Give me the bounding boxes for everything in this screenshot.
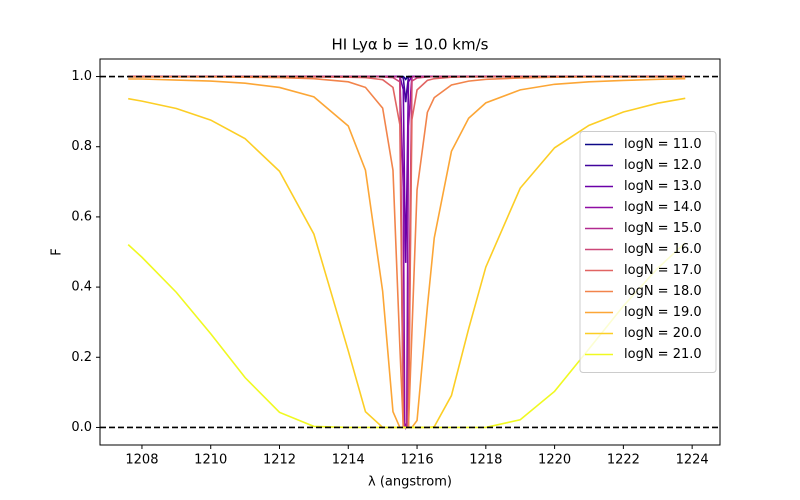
y-tick-label: 0.6 (71, 209, 92, 224)
x-tick-label: 1214 (332, 453, 365, 468)
legend-label: logN = 17.0 (624, 263, 702, 278)
x-tick-label: 1210 (194, 453, 227, 468)
y-tick-label: 0.2 (71, 350, 92, 365)
legend-label: logN = 15.0 (624, 221, 702, 236)
x-tick-label: 1216 (401, 453, 434, 468)
y-tick-label: 1.0 (71, 69, 92, 84)
legend-label: logN = 13.0 (624, 179, 702, 194)
y-axis-label: F (50, 248, 65, 255)
y-tick-label: 0.0 (71, 420, 92, 435)
legend-label: logN = 16.0 (624, 242, 702, 257)
x-tick-label: 1208 (125, 453, 158, 468)
y-tick-label: 0.4 (71, 280, 92, 295)
legend-label: logN = 20.0 (624, 326, 702, 341)
legend-label: logN = 19.0 (624, 305, 702, 320)
legend-label: logN = 14.0 (624, 200, 702, 215)
legend-label: logN = 11.0 (624, 137, 702, 152)
x-tick-label: 1220 (538, 453, 571, 468)
legend-label: logN = 21.0 (624, 347, 702, 362)
legend-label: logN = 18.0 (624, 284, 702, 299)
legend-box (579, 131, 717, 373)
x-tick-label: 1222 (607, 453, 640, 468)
x-tick-label: 1218 (469, 453, 502, 468)
plot-frame (99, 58, 721, 446)
x-axis-label: λ (angstrom) (368, 475, 452, 490)
legend-label: logN = 12.0 (624, 158, 702, 173)
y-tick-label: 0.8 (71, 139, 92, 154)
x-tick-label: 1224 (676, 453, 709, 468)
chart-title: HI Lyα b = 10.0 km/s (332, 36, 489, 54)
x-tick-label: 1212 (263, 453, 296, 468)
